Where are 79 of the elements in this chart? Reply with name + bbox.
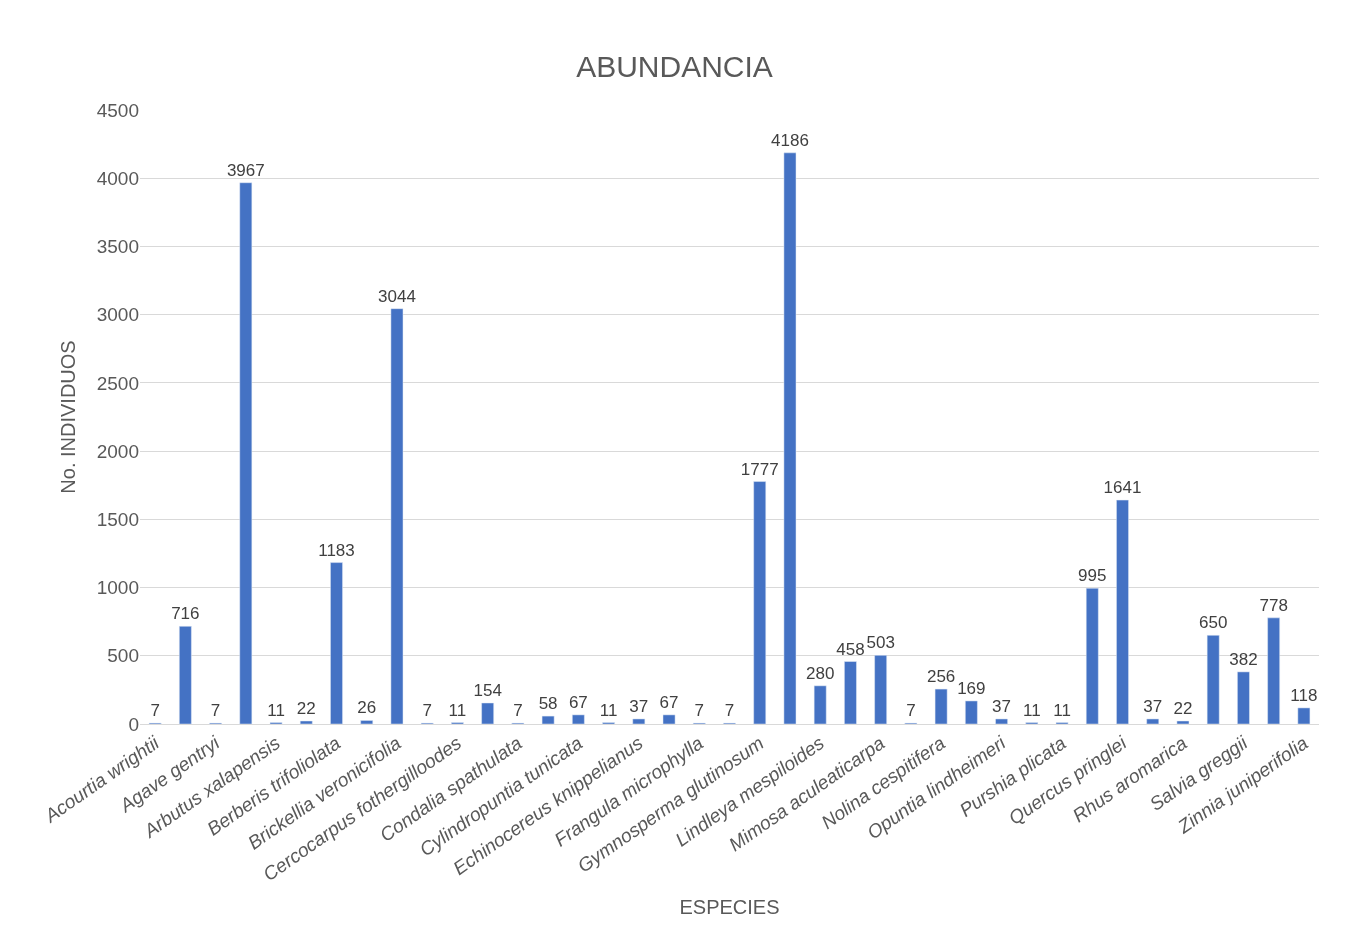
bar [1206,635,1220,724]
data-label: 7 [422,701,432,721]
bar [330,562,343,724]
bar [632,718,646,724]
data-label: 7 [150,701,160,721]
bar [934,688,948,724]
data-label: 7 [210,701,221,721]
data-label: 3044 [378,286,416,306]
bar [1085,587,1099,724]
data-label: 11 [1053,700,1071,720]
y-tick-label: 2000 [96,440,139,462]
bar [1116,499,1129,724]
data-label: 67 [659,692,679,712]
bar [179,626,192,724]
y-tick-label: 2500 [96,372,139,394]
bar [572,714,585,724]
bar [1237,671,1250,724]
bar [299,720,313,724]
y-tick-label: 3000 [96,304,139,326]
data-label: 716 [171,604,200,624]
data-label: 22 [296,699,316,718]
bar [1176,720,1190,724]
bar [1297,707,1311,724]
y-tick-label: 1000 [96,577,139,599]
data-label: 22 [1173,699,1193,718]
bar [965,700,978,724]
bar [783,152,797,724]
data-label: 1641 [1103,478,1142,498]
data-label: 7 [724,701,735,721]
y-tick-label: 4000 [96,167,139,189]
data-label: 458 [836,639,865,659]
bar [995,718,1008,724]
bar [541,715,555,724]
bar [1267,617,1280,724]
data-label: 280 [806,663,835,683]
data-label: 11 [448,700,467,720]
data-label: 37 [992,696,1012,716]
data-label: 7 [513,701,523,721]
data-label: 995 [1078,566,1107,586]
data-label: 256 [926,667,956,687]
data-label: 169 [957,678,986,698]
y-tick-label: 1500 [96,508,139,530]
y-tick-label: 0 [128,713,139,735]
data-label: 11 [267,700,285,720]
data-label: 4186 [771,130,809,150]
data-label: 37 [1143,696,1163,716]
data-label: 26 [357,698,377,718]
bar [874,655,887,724]
x-axis-title: ESPECIES [679,895,780,918]
bar [390,308,404,724]
data-label: 7 [694,701,704,721]
data-label: 1183 [318,540,355,560]
data-label: 382 [1229,649,1258,669]
bar [753,481,767,724]
data-label: 650 [1199,613,1228,633]
bar [1146,718,1160,724]
chart-title: ABUNDANCIA [576,49,773,83]
data-label: 7 [906,701,916,721]
data-label: 778 [1259,595,1288,615]
bar [844,661,857,724]
data-label: 1777 [740,459,779,479]
bar [662,714,676,724]
bar [239,182,253,724]
y-axis-title: No. INDIVIDUOS [57,340,80,494]
data-label: 3967 [226,160,265,180]
data-label: 58 [538,694,558,714]
bar [360,720,374,724]
data-label: 154 [473,680,502,700]
y-tick-label: 3500 [96,236,139,258]
data-label: 503 [866,633,895,653]
bar [813,685,827,724]
y-tick-label: 4500 [96,99,139,121]
data-label: 118 [1290,685,1318,705]
data-label: 37 [629,696,649,716]
data-label: 11 [1022,700,1041,720]
data-label: 67 [568,692,588,712]
data-label: 11 [599,700,618,720]
y-tick-label: 500 [107,645,139,667]
bar [481,702,494,724]
